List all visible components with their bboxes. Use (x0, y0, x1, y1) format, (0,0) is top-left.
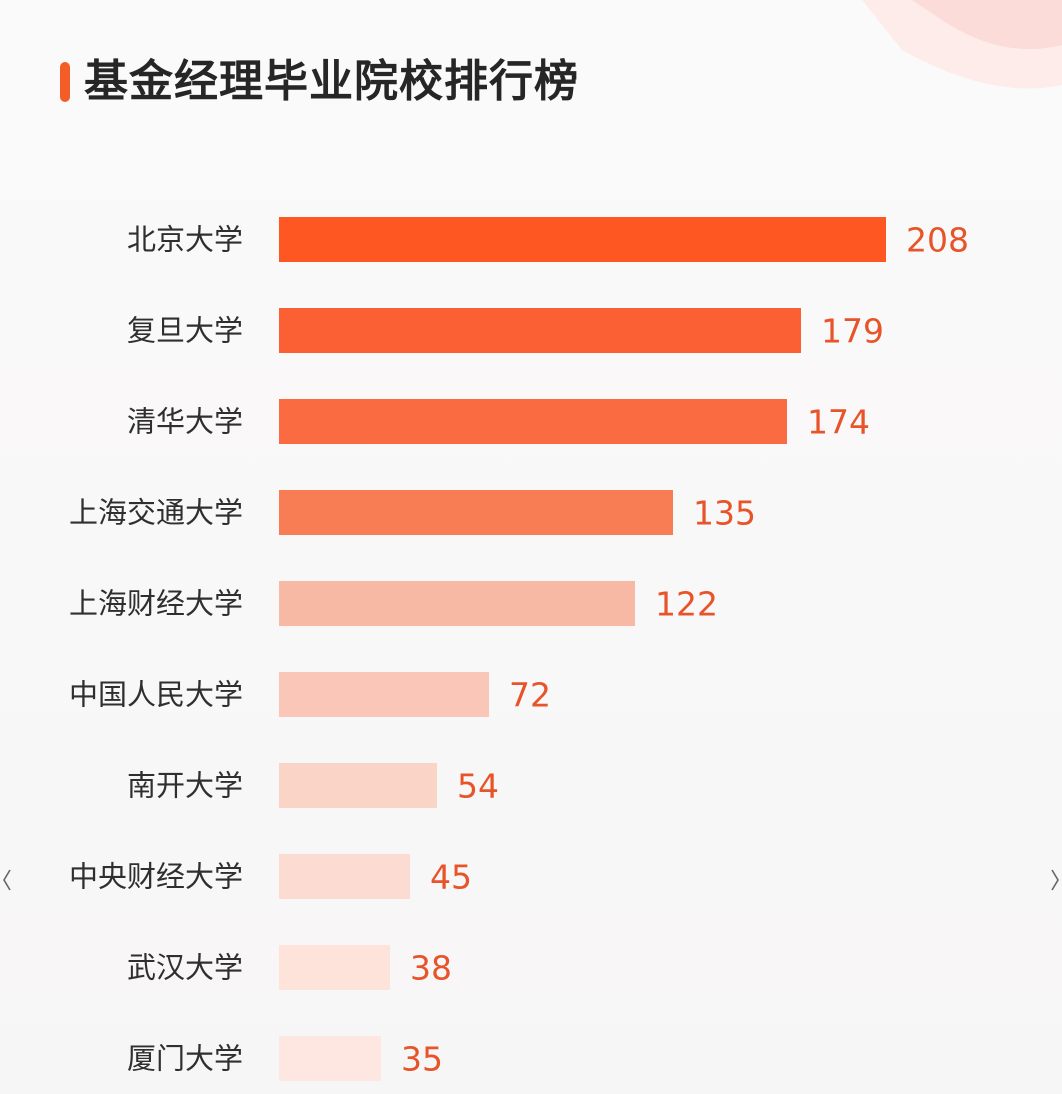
category-label: 上海交通大学 (69, 496, 243, 530)
category-label: 中央财经大学 (69, 860, 243, 894)
bar (279, 308, 801, 353)
value-label: 208 (906, 221, 969, 260)
bar (279, 217, 886, 262)
category-label: 厦门大学 (127, 1042, 243, 1076)
chart-title: 基金经理毕业院校排行榜 (84, 56, 579, 107)
value-label: 179 (821, 312, 884, 351)
category-label: 清华大学 (127, 405, 243, 439)
value-label: 45 (430, 858, 472, 897)
bar (279, 399, 787, 444)
value-label: 122 (655, 585, 718, 624)
value-label: 54 (457, 767, 499, 806)
category-label: 上海财经大学 (69, 587, 243, 621)
value-label: 72 (509, 676, 551, 715)
chevron-right-icon[interactable] (1048, 866, 1062, 894)
category-label: 复旦大学 (127, 314, 243, 348)
value-label: 38 (410, 949, 452, 988)
bar (279, 763, 437, 808)
category-label: 北京大学 (127, 223, 243, 257)
bar (279, 672, 489, 717)
bar (279, 490, 673, 535)
chevron-left-icon[interactable] (0, 866, 14, 894)
bar (279, 581, 635, 626)
category-label: 南开大学 (127, 769, 243, 803)
value-label: 135 (693, 494, 756, 533)
bar (279, 854, 410, 899)
category-label: 中国人民大学 (69, 678, 243, 712)
bar (279, 1036, 381, 1081)
bar (279, 945, 390, 990)
corner-decoration (862, 0, 1062, 89)
title-accent-bar (60, 62, 70, 102)
value-label: 174 (807, 403, 870, 442)
category-label: 武汉大学 (127, 951, 243, 985)
value-label: 35 (401, 1040, 443, 1079)
